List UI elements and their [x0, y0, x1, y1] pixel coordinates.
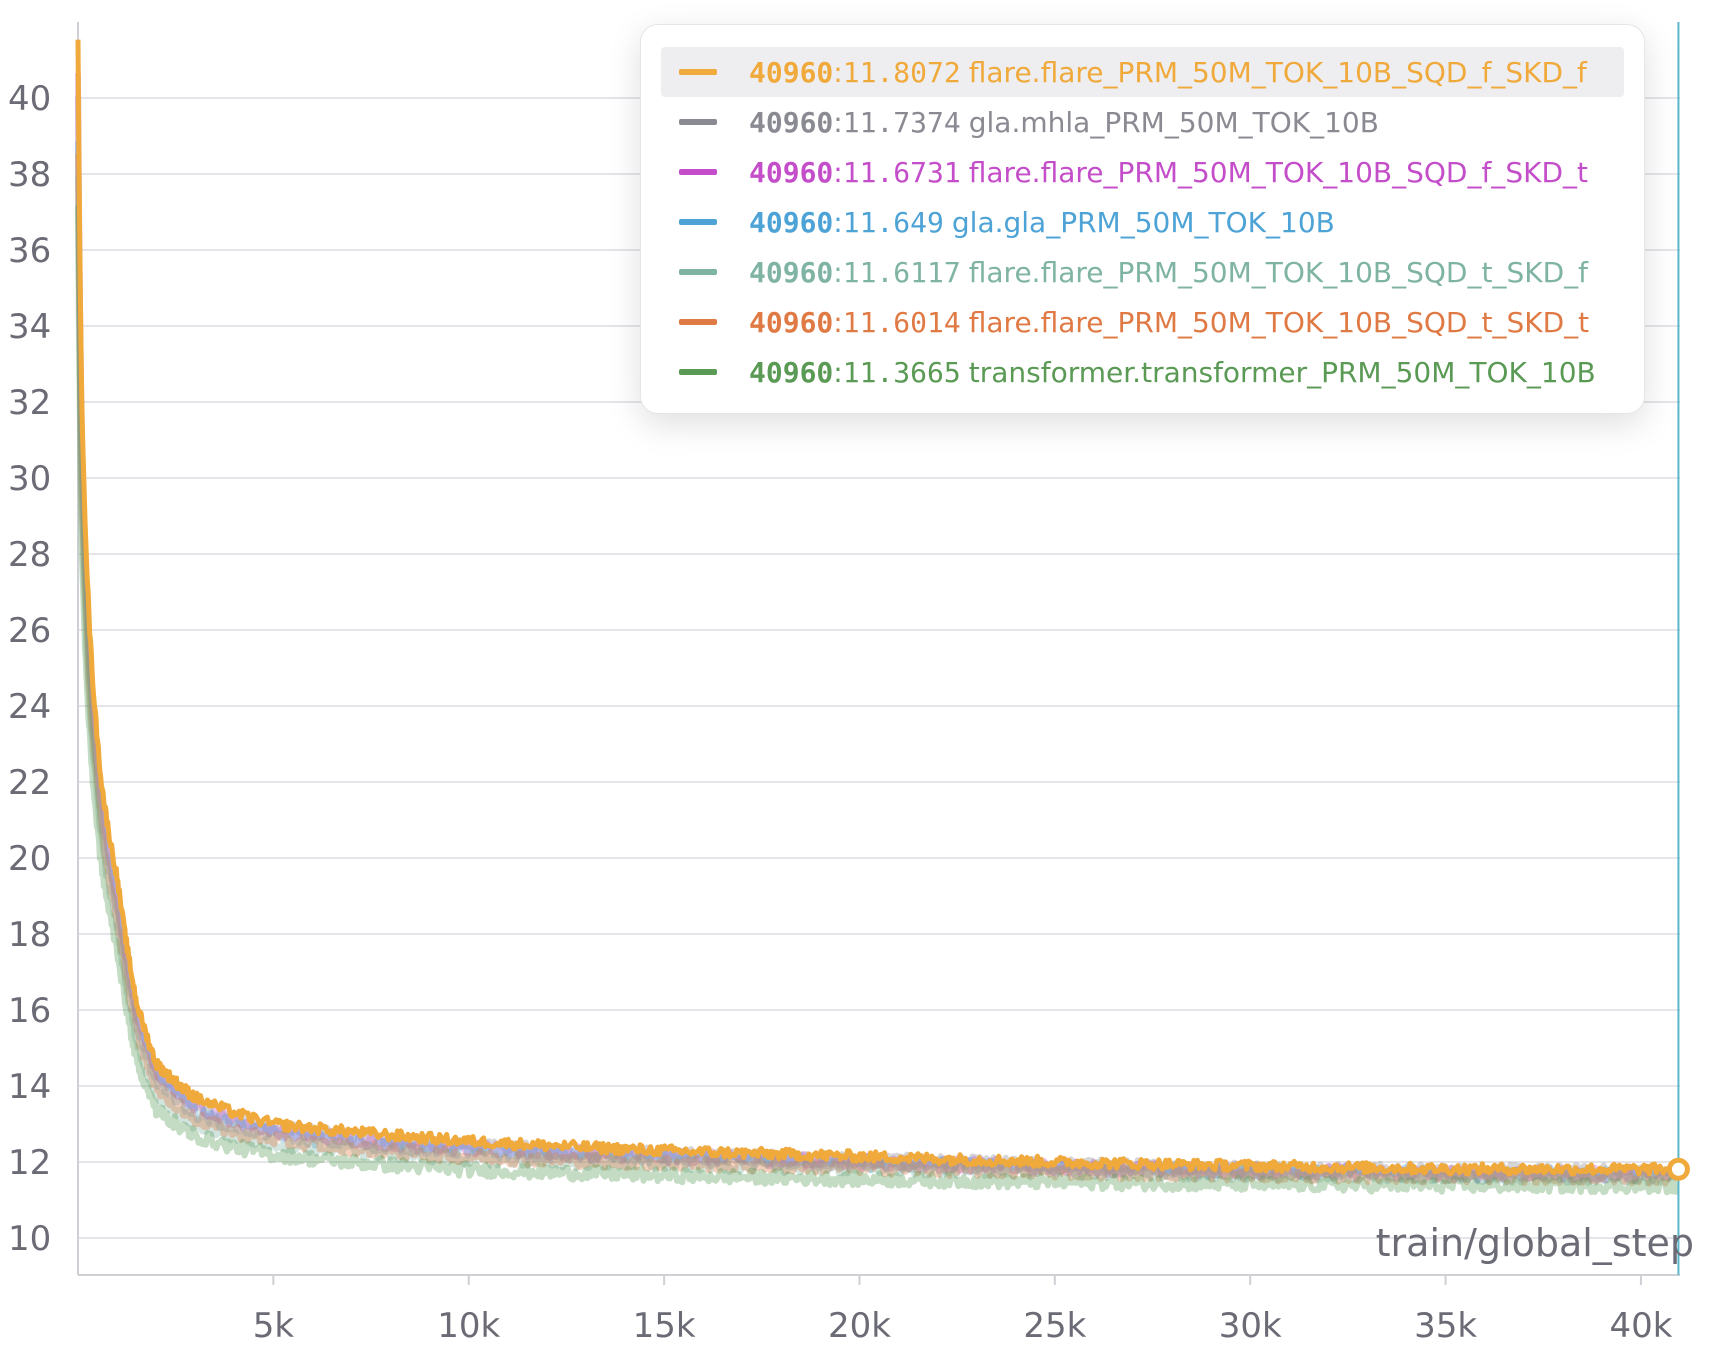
legend-step: 40960 — [749, 205, 834, 239]
legend-value: 11.649 — [842, 205, 944, 239]
legend-series-name: flare.flare_PRM_50M_TOK_10B_SQD_f_SKD_t — [968, 155, 1589, 189]
y-tick-label: 38 — [8, 155, 51, 195]
legend-swatch — [679, 119, 717, 125]
x-tick-label: 5k — [253, 1306, 295, 1346]
legend-series-name: gla.gla_PRM_50M_TOK_10B — [951, 205, 1335, 239]
hover-point — [1666, 1157, 1690, 1181]
y-tick-label: 20 — [8, 839, 51, 879]
legend-step: 40960 — [749, 305, 834, 339]
legend-value: 11.7374 — [842, 105, 961, 139]
legend-series-name: transformer.transformer_PRM_50M_TOK_10B — [968, 355, 1596, 389]
y-tick-label: 40 — [8, 79, 51, 119]
legend-swatch — [679, 219, 717, 225]
y-tick-label: 30 — [8, 459, 51, 499]
legend-item[interactable]: 40960: 11.6117 flare.flare_PRM_50M_TOK_10… — [661, 247, 1624, 297]
legend-step: 40960 — [749, 155, 834, 189]
legend-series-name: flare.flare_PRM_50M_TOK_10B_SQD_t_SKD_f — [968, 255, 1589, 289]
y-tick-label: 26 — [8, 611, 51, 651]
legend-step: 40960 — [749, 255, 834, 289]
legend-separator: : — [833, 305, 843, 339]
y-tick-label: 28 — [8, 535, 51, 575]
y-tick-label: 12 — [8, 1143, 51, 1183]
x-tick-label: 30k — [1219, 1306, 1282, 1346]
legend-separator: : — [833, 105, 843, 139]
legend-series-name: flare.flare_PRM_50M_TOK_10B_SQD_f_SKD_f — [968, 55, 1587, 89]
legend-separator: : — [833, 55, 843, 89]
legend-series-name: gla.mhla_PRM_50M_TOK_10B — [968, 105, 1379, 139]
legend-value: 11.3665 — [842, 355, 961, 389]
x-axis-title: train/global_step — [1376, 1221, 1694, 1265]
legend-item[interactable]: 40960: 11.649 gla.gla_PRM_50M_TOK_10B — [661, 197, 1624, 247]
series-layer — [75, 39, 1681, 1196]
y-tick-label: 18 — [8, 915, 51, 955]
legend-item[interactable]: 40960: 11.7374 gla.mhla_PRM_50M_TOK_10B — [661, 97, 1624, 147]
legend-item[interactable]: 40960: 11.8072 flare.flare_PRM_50M_TOK_10… — [661, 47, 1624, 97]
y-tick-label: 22 — [8, 763, 51, 803]
legend-value: 11.6731 — [842, 155, 961, 189]
y-tick-label: 34 — [8, 307, 51, 347]
legend-swatch — [679, 369, 717, 375]
legend-swatch — [679, 169, 717, 175]
legend-separator: : — [833, 255, 843, 289]
legend-separator: : — [833, 155, 843, 189]
y-tick-label: 24 — [8, 687, 51, 727]
x-tick-label: 25k — [1023, 1306, 1086, 1346]
y-tick-label: 14 — [8, 1067, 51, 1107]
y-tick-label: 32 — [8, 383, 51, 423]
legend-item[interactable]: 40960: 11.3665 transformer.transformer_PR… — [661, 347, 1624, 397]
legend-separator: : — [833, 205, 843, 239]
x-tick-label: 40k — [1609, 1306, 1672, 1346]
hover-legend: 40960: 11.8072 flare.flare_PRM_50M_TOK_10… — [640, 24, 1645, 414]
x-tick-label: 20k — [828, 1306, 891, 1346]
legend-value: 11.6117 — [842, 255, 961, 289]
x-tick-label: 10k — [437, 1306, 500, 1346]
legend-swatch — [679, 69, 717, 75]
legend-separator: : — [833, 355, 843, 389]
y-tick-label: 16 — [8, 991, 51, 1031]
legend-swatch — [679, 269, 717, 275]
legend-item[interactable]: 40960: 11.6731 flare.flare_PRM_50M_TOK_10… — [661, 147, 1624, 197]
legend-series-name: flare.flare_PRM_50M_TOK_10B_SQD_t_SKD_t — [968, 305, 1590, 339]
x-axis-ticks: 5k 10k 15k 20k 25k 30k 35k 40k — [253, 1275, 1673, 1346]
legend-step: 40960 — [749, 55, 834, 89]
series-line — [75, 39, 1680, 1177]
series-line — [75, 153, 1681, 1187]
legend-value: 11.6014 — [842, 305, 961, 339]
legend-item[interactable]: 40960: 11.6014 flare.flare_PRM_50M_TOK_10… — [661, 297, 1624, 347]
legend-swatch — [679, 319, 717, 325]
series-line — [75, 205, 1680, 1196]
x-tick-label: 15k — [633, 1306, 696, 1346]
legend-step: 40960 — [749, 355, 834, 389]
y-tick-label: 36 — [8, 231, 51, 271]
y-axis-ticks: 10 12 14 16 18 20 22 24 26 28 30 32 34 36 38 40 — [8, 79, 51, 1259]
legend-value: 11.8072 — [842, 55, 961, 89]
legend-step: 40960 — [749, 105, 834, 139]
x-tick-label: 35k — [1414, 1306, 1477, 1346]
series-line — [75, 141, 1681, 1185]
series-line — [75, 174, 1681, 1187]
y-tick-label: 10 — [8, 1219, 51, 1259]
